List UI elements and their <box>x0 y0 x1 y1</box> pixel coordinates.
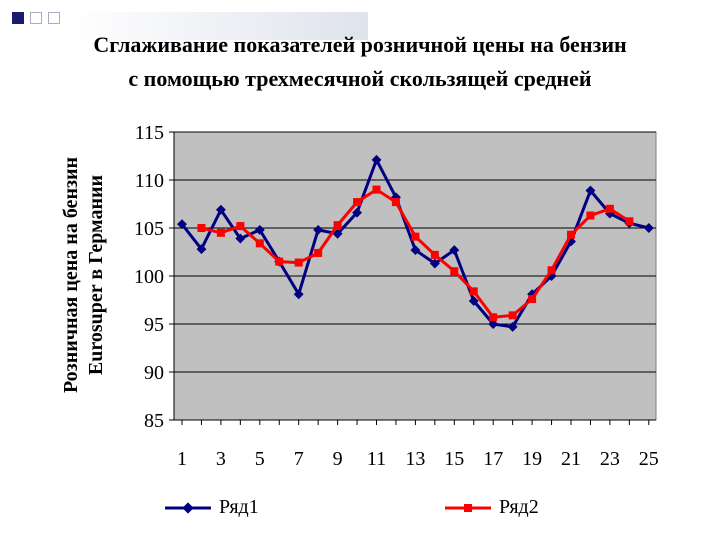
y-tick-label: 110 <box>135 170 164 192</box>
x-tick-label: 3 <box>216 448 226 470</box>
chart-title-line1: Сглаживание показателей розничной цены н… <box>93 32 627 57</box>
legend-label-series1: Ряд1 <box>219 496 259 518</box>
data-point-series2 <box>567 230 575 239</box>
data-point-series2 <box>353 198 362 207</box>
legend-symbol-square <box>445 503 491 512</box>
data-point-series2 <box>236 222 245 231</box>
chart-title-line2: с помощью трехмесячной скользящей средне… <box>128 66 592 91</box>
x-tick-label: 1 <box>177 448 187 470</box>
data-point-series1 <box>332 228 343 239</box>
legend-label-series2: Ряд2 <box>499 496 539 518</box>
legend-symbol-diamond <box>165 501 211 514</box>
legend-item-series2: Ряд2 <box>445 496 539 519</box>
data-point-series1 <box>468 296 479 306</box>
data-point-series2 <box>216 228 225 237</box>
y-tick-label: 100 <box>134 266 164 288</box>
data-point-series1 <box>177 219 187 230</box>
data-point-series1 <box>235 233 246 244</box>
x-tick-label: 23 <box>600 448 620 470</box>
y-tick-label: 85 <box>144 410 164 432</box>
x-tick-label: 19 <box>522 448 542 470</box>
data-point-series1 <box>643 223 654 233</box>
decor-square-filled <box>12 12 24 24</box>
x-tick-label: 5 <box>255 448 265 470</box>
y-axis-label-container: Розничная цена на бензин Eurosuper в Гер… <box>56 130 112 420</box>
y-axis-label-line1: Розничная цена на бензин <box>60 156 82 394</box>
data-point-series1 <box>196 244 207 255</box>
data-point-series2 <box>469 287 478 296</box>
x-tick-label: 25 <box>639 448 659 470</box>
data-point-series1 <box>371 154 382 165</box>
data-point-series1 <box>429 258 440 269</box>
data-point-series1 <box>585 185 596 196</box>
data-point-series2 <box>450 267 459 276</box>
chart-title: Сглаживание показателей розничной цены н… <box>0 28 720 96</box>
data-point-series2 <box>255 239 264 248</box>
data-point-series2 <box>508 311 517 320</box>
x-axis-ticks: 1 3 5 7 9 11 13 15 17 19 21 23 25 <box>177 420 659 470</box>
data-point-series1 <box>254 224 265 235</box>
y-tick-label: 90 <box>144 362 164 384</box>
x-tick-label: 11 <box>367 448 386 470</box>
data-point-series1 <box>507 321 518 332</box>
title-decoration <box>12 12 372 40</box>
data-point-series2 <box>489 313 498 322</box>
x-tick-label: 13 <box>405 448 425 470</box>
y-axis-label: Розничная цена на бензин Eurosuper в Гер… <box>59 125 109 425</box>
data-point-series2 <box>411 232 420 241</box>
data-point-series1 <box>488 319 499 329</box>
decor-square-outline <box>30 12 42 24</box>
data-point-series2 <box>275 257 284 266</box>
y-axis-label-line2: Eurosuper в Германии <box>85 174 107 376</box>
data-point-series1 <box>449 245 460 256</box>
data-point-series2 <box>372 185 381 194</box>
data-point-series2 <box>333 221 342 230</box>
x-tick-label: 15 <box>444 448 464 470</box>
data-point-series2 <box>586 211 595 220</box>
data-point-series1 <box>293 289 304 300</box>
data-point-series1 <box>410 245 421 256</box>
data-point-series1 <box>215 204 226 215</box>
x-tick-label: 17 <box>483 448 503 470</box>
data-point-series1 <box>352 207 362 218</box>
legend-item-series1: Ряд1 <box>165 496 259 519</box>
x-tick-label: 9 <box>333 448 343 470</box>
data-point-series2 <box>314 248 323 257</box>
y-tick-label: 115 <box>135 122 164 144</box>
data-point-series2 <box>547 266 556 275</box>
data-point-series1 <box>313 224 324 235</box>
data-point-series2 <box>625 217 634 226</box>
decor-square-outline <box>48 12 60 24</box>
x-tick-label: 7 <box>294 448 304 470</box>
data-point-series2 <box>528 295 537 304</box>
decor-gradient-bar <box>68 12 368 40</box>
data-point-series2 <box>391 198 400 207</box>
y-tick-label: 95 <box>144 314 164 336</box>
data-point-series2 <box>605 204 614 213</box>
x-tick-label: 21 <box>561 448 581 470</box>
y-axis-ticks: 85 90 95 100 105 110 115 <box>134 122 174 432</box>
data-point-series2 <box>197 224 206 232</box>
y-tick-label: 105 <box>134 218 164 240</box>
data-point-series2 <box>294 258 303 267</box>
data-point-series2 <box>430 250 439 259</box>
series-group <box>177 154 654 332</box>
